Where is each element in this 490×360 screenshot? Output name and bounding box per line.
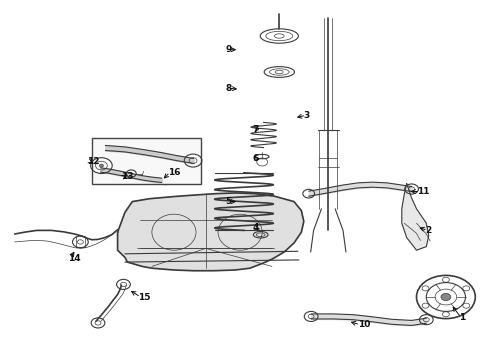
Text: 13: 13 <box>122 172 134 181</box>
Text: 9: 9 <box>225 45 232 54</box>
Polygon shape <box>402 184 429 250</box>
Circle shape <box>441 293 451 301</box>
Text: 5: 5 <box>225 197 232 206</box>
Text: 12: 12 <box>87 157 100 166</box>
Text: 11: 11 <box>417 187 430 196</box>
Text: 3: 3 <box>304 111 310 120</box>
Text: 6: 6 <box>253 154 259 163</box>
Polygon shape <box>118 193 304 271</box>
Circle shape <box>99 164 103 167</box>
Text: 1: 1 <box>459 313 465 322</box>
Text: 14: 14 <box>68 254 80 263</box>
Text: 15: 15 <box>138 292 151 302</box>
Text: 16: 16 <box>168 168 180 177</box>
Text: 2: 2 <box>425 226 432 235</box>
Text: 4: 4 <box>253 223 259 232</box>
Text: 8: 8 <box>225 84 232 93</box>
Text: 7: 7 <box>253 125 259 134</box>
Text: 10: 10 <box>358 320 370 329</box>
Bar <box>92 138 201 184</box>
